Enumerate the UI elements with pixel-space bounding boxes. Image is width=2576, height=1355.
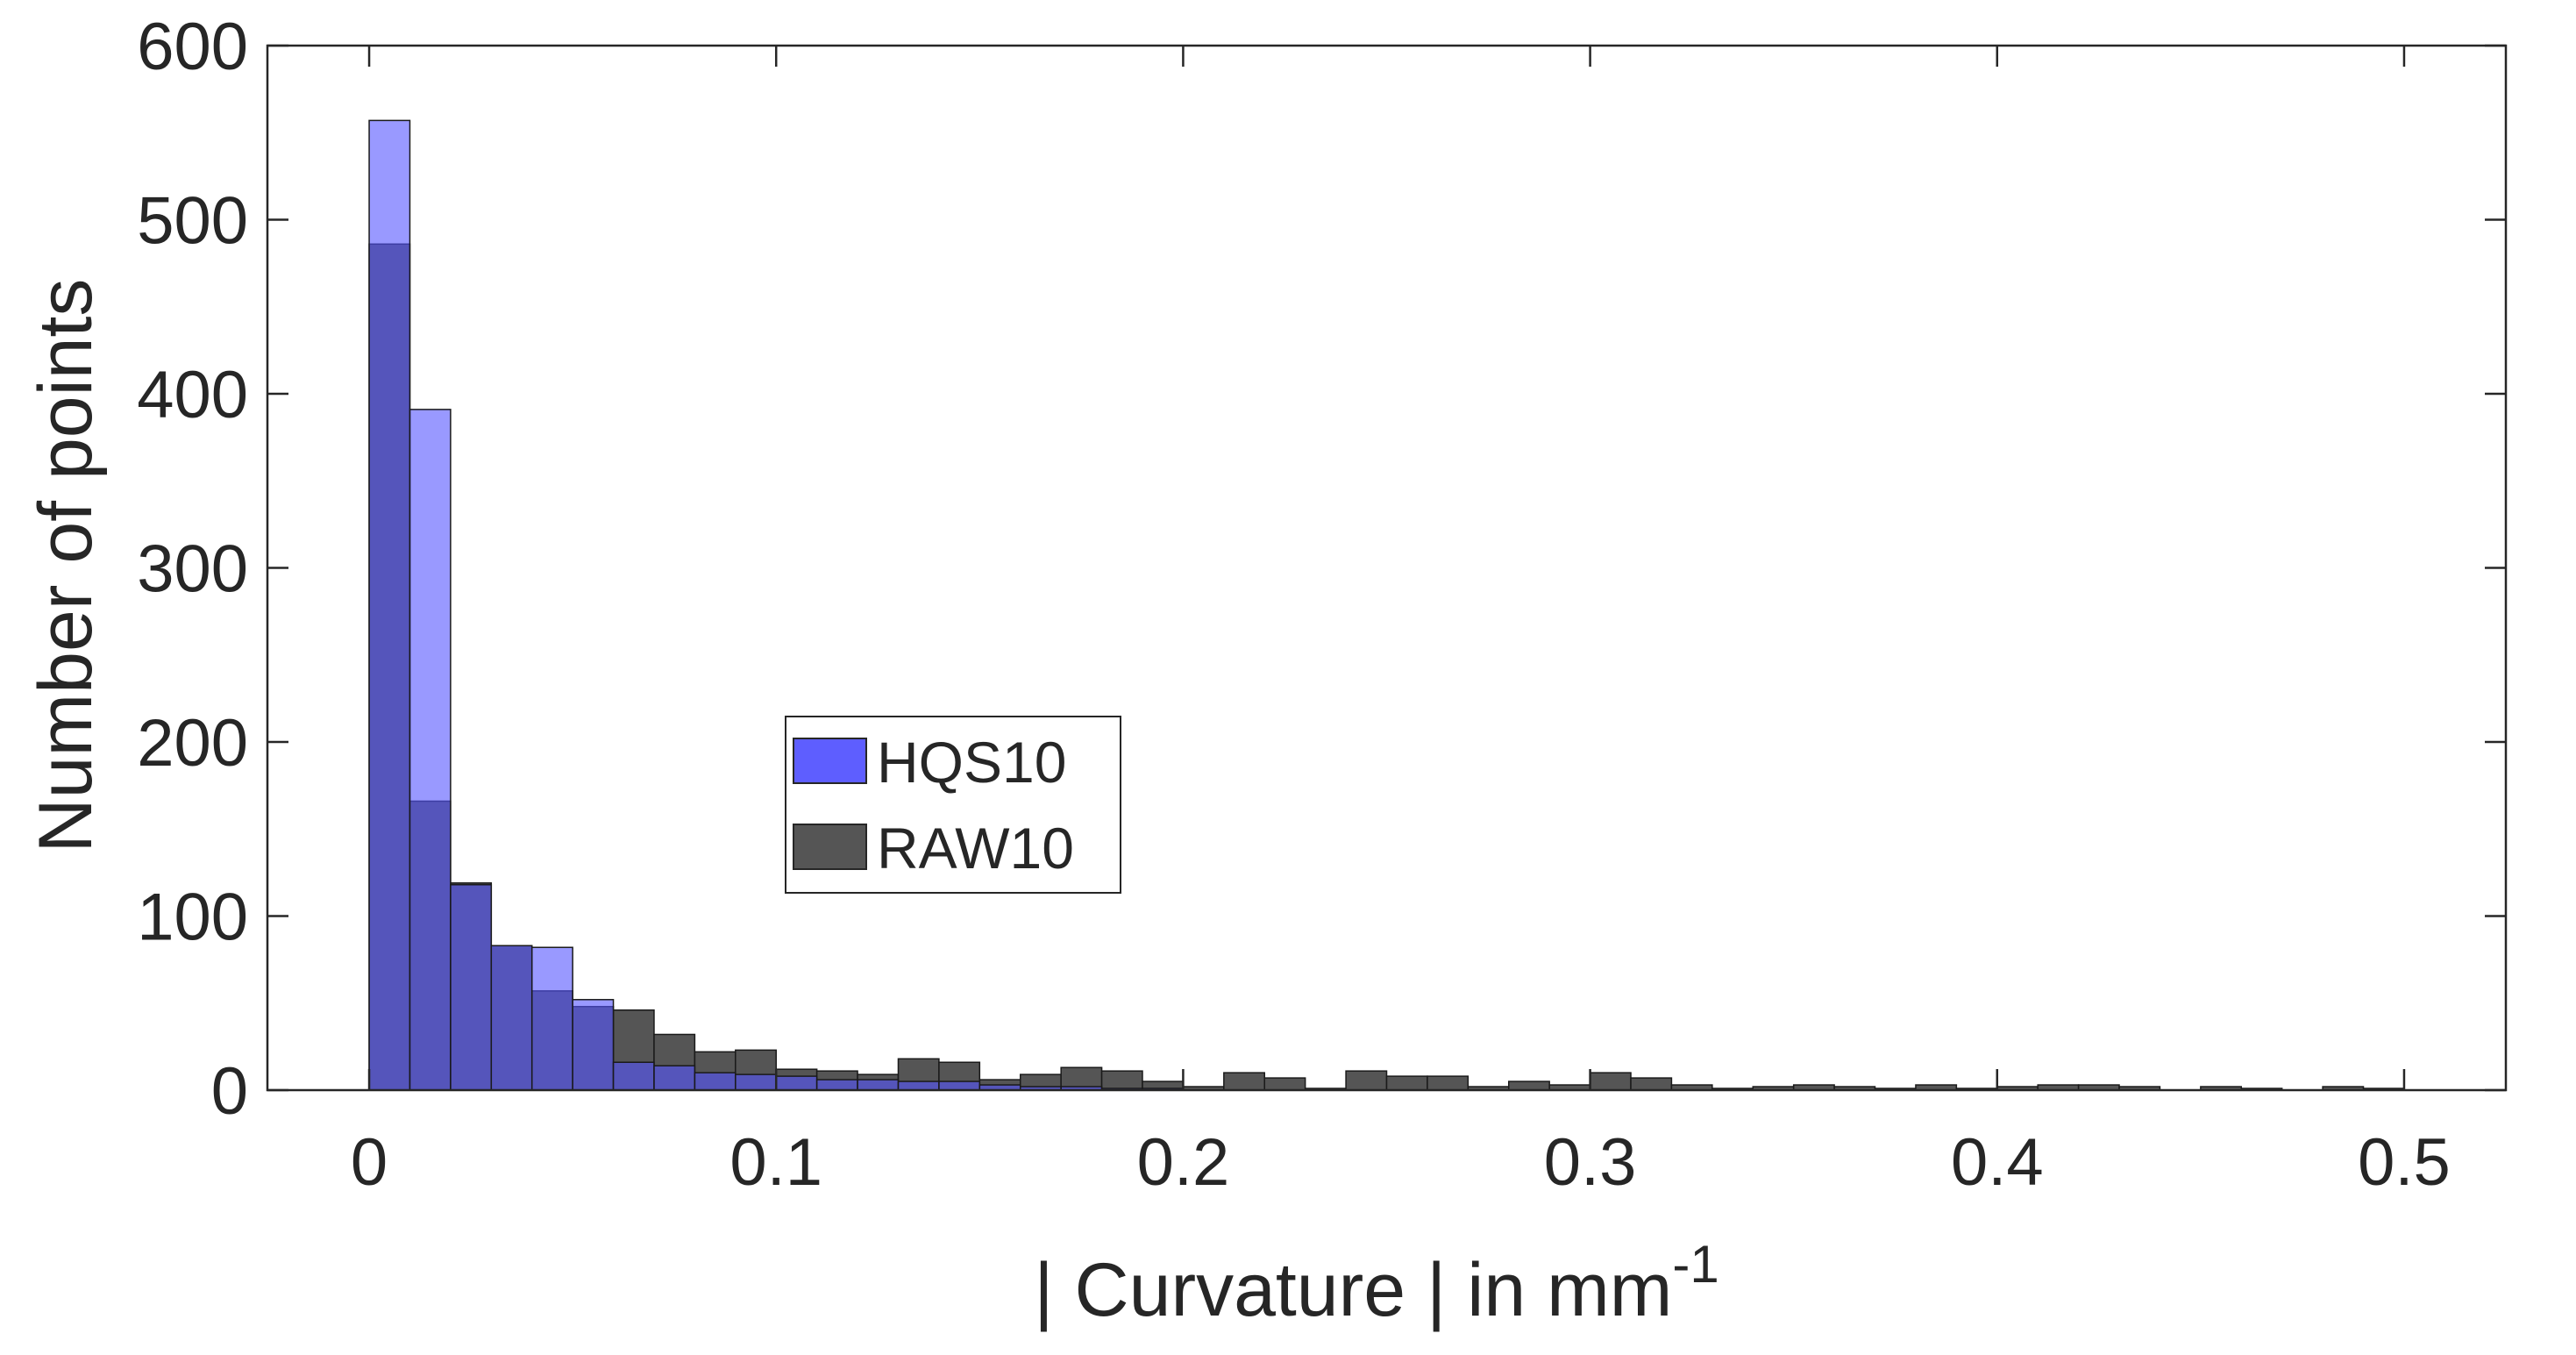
bar-hqs10-3 — [490, 945, 533, 1091]
legend-label-hqs10: HQS10 — [877, 730, 1066, 795]
bar-hqs10-13 — [897, 1080, 940, 1091]
bar-hqs10-0 — [368, 119, 411, 1091]
bar-raw10-26 — [1427, 1075, 1469, 1091]
bar-hqs10-2 — [450, 884, 493, 1091]
axis-ticks — [267, 44, 2506, 1092]
bar-raw10-21 — [1223, 1072, 1265, 1091]
y-tick-label: 400 — [137, 358, 248, 432]
bar-hqs10-6 — [612, 1061, 655, 1091]
x-axis-title-main: | Curvature | in mm — [1034, 1248, 1672, 1332]
legend-swatch-hqs10 — [793, 738, 867, 784]
bar-raw10-30 — [1589, 1072, 1632, 1091]
x-tick-label: 0.1 — [729, 1125, 822, 1200]
bar-hqs10-12 — [857, 1079, 900, 1091]
bar-hqs10-8 — [694, 1072, 737, 1091]
x-tick-label: 0.4 — [1951, 1125, 2044, 1200]
x-axis-title: | Curvature | in mm-1 — [1034, 1235, 1719, 1332]
bar-hqs10-9 — [735, 1073, 777, 1091]
legend: HQS10 RAW10 — [785, 716, 1121, 894]
y-tick-label: 300 — [137, 532, 248, 607]
y-axis-title: Number of points — [24, 279, 108, 853]
bar-hqs10-5 — [572, 999, 615, 1091]
bar-hqs10-14 — [938, 1080, 981, 1091]
bar-hqs10-1 — [409, 409, 452, 1091]
x-axis-title-exponent: -1 — [1672, 1235, 1719, 1294]
bar-raw10-31 — [1630, 1077, 1673, 1091]
legend-label-raw10: RAW10 — [877, 816, 1074, 881]
bar-raw10-22 — [1263, 1077, 1306, 1091]
y-tick-label: 500 — [137, 184, 248, 259]
y-tick-label: 600 — [137, 10, 248, 84]
bar-raw10-25 — [1385, 1075, 1428, 1091]
bar-hqs10-4 — [530, 946, 573, 1091]
legend-swatch-raw10 — [793, 824, 867, 870]
bar-hqs10-10 — [775, 1075, 818, 1091]
axis-tick-labels: 0 0.1 0.2 0.3 0.4 0.5 0 100 200 300 400 500 600 — [137, 10, 2451, 1200]
y-tick-label: 0 — [211, 1054, 248, 1129]
bar-raw10-28 — [1508, 1080, 1550, 1091]
y-tick-label: 200 — [137, 706, 248, 781]
bar-hqs10-7 — [653, 1065, 696, 1091]
x-tick-label: 0.5 — [2358, 1125, 2451, 1200]
bar-raw10-24 — [1345, 1070, 1388, 1091]
x-tick-label: 0 — [351, 1125, 388, 1200]
x-tick-label: 0.3 — [1544, 1125, 1637, 1200]
x-tick-label: 0.2 — [1137, 1125, 1230, 1200]
bar-hqs10-11 — [815, 1079, 858, 1091]
y-tick-label: 100 — [137, 881, 248, 955]
bar-raw10-18 — [1100, 1070, 1143, 1091]
